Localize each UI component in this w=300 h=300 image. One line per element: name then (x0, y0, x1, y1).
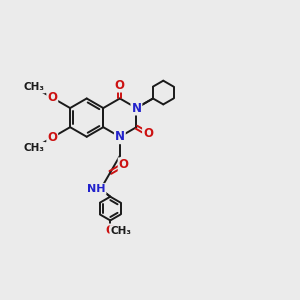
Text: O: O (143, 128, 153, 140)
Text: O: O (47, 91, 57, 104)
Text: N: N (131, 101, 141, 115)
Text: CH₃: CH₃ (110, 226, 131, 236)
Text: N: N (115, 130, 125, 143)
Text: CH₃: CH₃ (24, 143, 45, 153)
Text: O: O (115, 79, 125, 92)
Text: O: O (47, 131, 57, 144)
Text: CH₃: CH₃ (24, 82, 45, 92)
Text: NH: NH (87, 184, 106, 194)
Text: O: O (105, 224, 115, 238)
Text: O: O (119, 158, 129, 171)
